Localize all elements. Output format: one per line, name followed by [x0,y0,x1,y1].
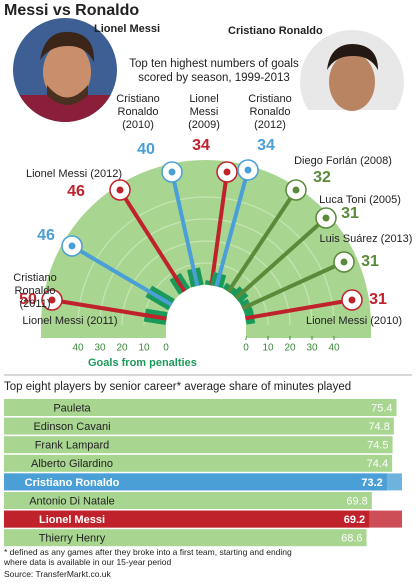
season-label: Cristiano Ronaldo (2012) [248,93,292,131]
ball-patch [68,242,76,250]
goal-value: 34 [192,137,210,154]
goal-value: 31 [369,291,387,308]
penalty-tick-label: 0 [163,343,169,354]
ball-patch [340,258,348,266]
penalty-tick-label: 10 [138,343,150,354]
spoke [245,298,353,321]
season-label: Diego Forlán (2008) [294,155,392,167]
bar [4,529,367,547]
goal-value: 50 [19,291,37,308]
value-label: 74.8 [368,421,389,433]
bar-title: Top eight players by senior career* aver… [4,381,352,393]
ball-patch [48,296,56,304]
player-label: Antonio Di Natale [29,495,115,507]
goal-value: 46 [67,183,85,200]
goal-value: 31 [341,205,359,222]
ball-patch [116,186,124,194]
spoke [170,171,200,287]
season-label: Lionel Messi (2012) [26,168,122,180]
bar [4,473,387,491]
season-label: Cristiano Ronaldo (2010) [116,93,160,131]
season-label: Lionel Messi (2009) [188,93,220,131]
spoke [209,171,229,286]
bar [4,436,393,454]
ball-patch [244,166,252,174]
spoke [70,244,173,307]
source: Source: TransferMarkt.co.uk [4,569,111,579]
spoke [226,188,298,293]
season-label: Luis Suárez (2013) [319,233,413,245]
player-label: Pauleta [53,402,91,414]
bar [4,510,370,528]
player-label: Thierry Henry [39,533,106,545]
bar [4,454,393,472]
ronaldo-photo [300,30,404,134]
player-label: Lionel Messi [39,514,105,526]
season-label: Luca Toni (2005) [319,194,401,206]
goal-value: 32 [313,169,331,186]
goal-value: 46 [37,227,55,244]
subtitle: Top ten highest numbers of goals scored … [129,58,299,84]
footnote: * defined as any games after they broke … [4,547,292,567]
penalty-tick-label: 20 [284,343,296,354]
value-label: 68.6 [341,533,362,545]
ball-patch [348,296,356,304]
value-label: 73.2 [361,477,382,489]
penalty-tick-label: 40 [328,343,340,354]
grid-arc [121,240,291,326]
value-label: 75.4 [371,402,392,414]
penalty-tick-label: 40 [72,343,84,354]
spoke [241,260,345,311]
season-label: Lionel Messi (2011) [22,315,118,327]
player-label: Alberto Gilardino [31,458,113,470]
player-label: Edinson Cavani [33,421,110,433]
penalty-tick-label: 10 [262,343,274,354]
season-label: Lionel Messi (2010) [306,315,402,327]
spoke [214,169,250,287]
player-name: Lionel Messi [94,23,161,35]
messi-photo [13,18,117,122]
spoke [234,216,328,300]
goal-value: 40 [137,141,155,158]
spoke [51,298,167,321]
penalty-tick-label: 0 [243,343,249,354]
bar [4,399,397,416]
player-label: Frank Lampard [35,440,110,452]
penalty-tick-label: 20 [116,343,128,354]
inner-circle [166,285,246,338]
penalty-axis-label: Goals from penalties [88,357,197,369]
ball-patch [292,186,300,194]
penalty-tick-label: 30 [306,343,318,354]
grid-arc [77,196,335,326]
penalty-tick-label: 30 [94,343,106,354]
ball-patch [223,168,231,176]
title: Messi vs Ronaldo [4,2,140,19]
grid-arc [99,218,313,326]
bar [4,417,394,435]
player-label: Cristiano Ronaldo [25,477,120,489]
value-label: 74.4 [367,458,388,470]
ball-patch [168,168,176,176]
value-label: 69.8 [346,495,367,507]
ball-patch [322,214,330,222]
season-label: Cristiano Ronaldo (2011) [13,272,57,310]
goal-value: 31 [361,253,379,270]
value-label: 74.5 [367,440,388,452]
bar [4,492,372,509]
goal-value: 34 [257,137,275,154]
spoke [118,188,187,293]
value-label: 69.2 [344,514,365,526]
player-name: Cristiano Ronaldo [228,25,323,37]
